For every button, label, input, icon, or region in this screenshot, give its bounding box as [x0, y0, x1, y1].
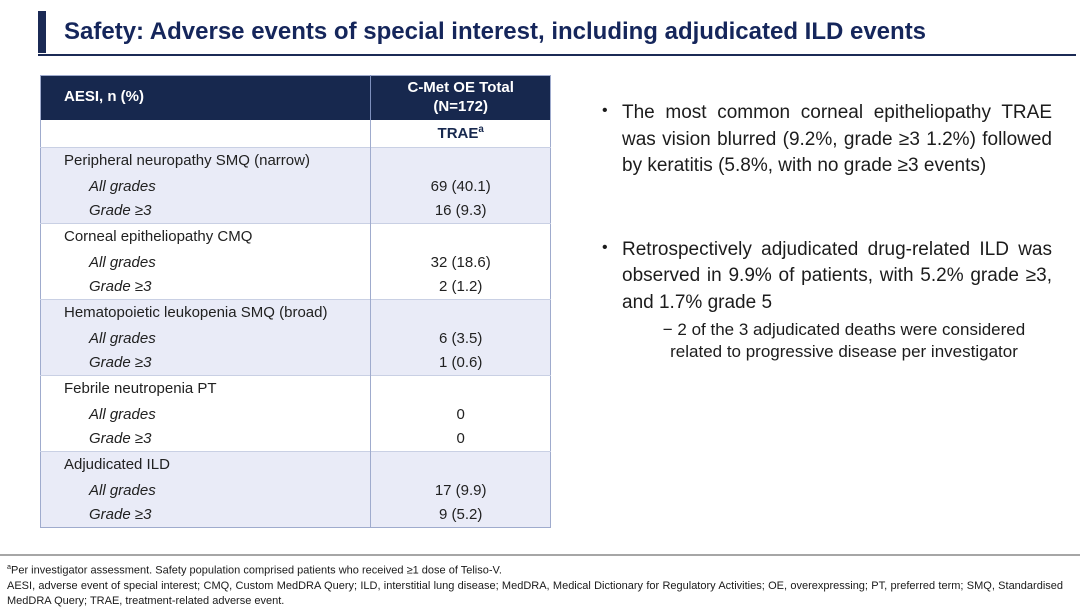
row-label: Grade ≥3	[40, 350, 371, 376]
footer-divider	[0, 554, 1080, 556]
row-label: Grade ≥3	[40, 274, 371, 300]
title-accent-bar	[38, 10, 46, 53]
footnote-marker: a	[7, 563, 11, 571]
key-points: • The most common corneal epitheliopathy…	[602, 100, 1052, 363]
row-value: 1 (0.6)	[370, 350, 551, 376]
row-label: All grades	[40, 173, 371, 199]
trae-footnote-marker: a	[478, 124, 484, 136]
row-label: Grade ≥3	[40, 198, 371, 224]
bullet-item: • The most common corneal epitheliopathy…	[602, 100, 1052, 180]
column-header-aesi: AESI, n (%)	[40, 75, 371, 120]
row-value: 0	[370, 426, 551, 452]
table-row: Grade ≥3 9 (5.2)	[40, 502, 551, 528]
bullet-icon: •	[602, 238, 608, 256]
subheader-trae-cell: TRAEa	[370, 119, 551, 148]
table-row: Grade ≥3 2 (1.2)	[40, 274, 551, 300]
footnotes: aPer investigator assessment. Safety pop…	[7, 560, 1063, 609]
row-value: 2 (1.2)	[370, 274, 551, 300]
aesi-table: AESI, n (%) C-Met OE Total (N=172) TRAEa…	[40, 75, 551, 528]
slide-header: Safety: Adverse events of special intere…	[38, 9, 1076, 56]
subheader-empty-cell	[40, 119, 371, 148]
column-header-cmet-oe-total: C-Met OE Total (N=172)	[370, 75, 551, 120]
table-row: Febrile neutropenia PT	[40, 375, 551, 402]
sub-bullet-text: − 2 of the 3 adjudicated deaths were con…	[662, 319, 1026, 361]
bullet-item: • Retrospectively adjudicated drug-relat…	[602, 237, 1052, 364]
table-row: All grades 17 (9.9)	[40, 477, 551, 503]
bullet-text: Retrospectively adjudicated drug-related…	[622, 238, 1052, 313]
table-row: All grades 32 (18.6)	[40, 249, 551, 275]
row-label: Grade ≥3	[40, 502, 371, 528]
category-value-cell	[370, 451, 551, 478]
table-row: Grade ≥3 16 (9.3)	[40, 198, 551, 224]
table-row: All grades 0	[40, 401, 551, 427]
category-label: Febrile neutropenia PT	[40, 375, 371, 402]
footnote-abbreviations: AESI, adverse event of special interest;…	[7, 579, 1063, 607]
footnote-line-1: aPer investigator assessment. Safety pop…	[7, 560, 1063, 579]
trae-label: TRAE	[437, 125, 479, 143]
table-row: Corneal epitheliopathy CMQ	[40, 223, 551, 250]
row-value: 0	[370, 401, 551, 427]
table-row: All grades 6 (3.5)	[40, 325, 551, 351]
category-value-cell	[370, 223, 551, 250]
table-row: Grade ≥3 0	[40, 426, 551, 452]
row-label: All grades	[40, 249, 371, 275]
table-subheader-row: TRAEa	[40, 119, 551, 148]
category-label: Peripheral neuropathy SMQ (narrow)	[40, 147, 371, 174]
table-header-row: AESI, n (%) C-Met OE Total (N=172)	[40, 75, 551, 120]
category-value-cell	[370, 147, 551, 174]
row-value: 32 (18.6)	[370, 249, 551, 275]
row-value: 6 (3.5)	[370, 325, 551, 351]
page-title: Safety: Adverse events of special intere…	[64, 17, 927, 45]
bullet-icon: •	[602, 102, 608, 119]
row-value: 16 (9.3)	[370, 198, 551, 224]
table-row: Grade ≥3 1 (0.6)	[40, 350, 551, 376]
row-value: 17 (9.9)	[370, 477, 551, 503]
row-label: All grades	[40, 325, 371, 351]
footnote-text: Per investigator assessment. Safety popu…	[10, 564, 502, 577]
bullet-text: The most common corneal epitheliopathy T…	[622, 102, 1052, 177]
table-row: Peripheral neuropathy SMQ (narrow)	[40, 147, 551, 174]
category-label: Hematopoietic leukopenia SMQ (broad)	[40, 299, 371, 326]
table-row: All grades 69 (40.1)	[40, 173, 551, 199]
table-row: Hematopoietic leukopenia SMQ (broad)	[40, 299, 551, 326]
category-value-cell	[370, 299, 551, 326]
category-value-cell	[370, 375, 551, 402]
cmet-header-line2: (N=172)	[433, 97, 488, 115]
row-label: All grades	[40, 401, 371, 427]
table-row: Adjudicated ILD	[40, 451, 551, 478]
row-value: 69 (40.1)	[370, 173, 551, 199]
category-label: Corneal epitheliopathy CMQ	[40, 223, 371, 250]
row-label: Grade ≥3	[40, 426, 371, 452]
category-label: Adjudicated ILD	[40, 451, 371, 478]
cmet-header-line1: C-Met OE Total	[407, 79, 514, 96]
row-value: 9 (5.2)	[370, 502, 551, 528]
row-label: All grades	[40, 477, 371, 503]
